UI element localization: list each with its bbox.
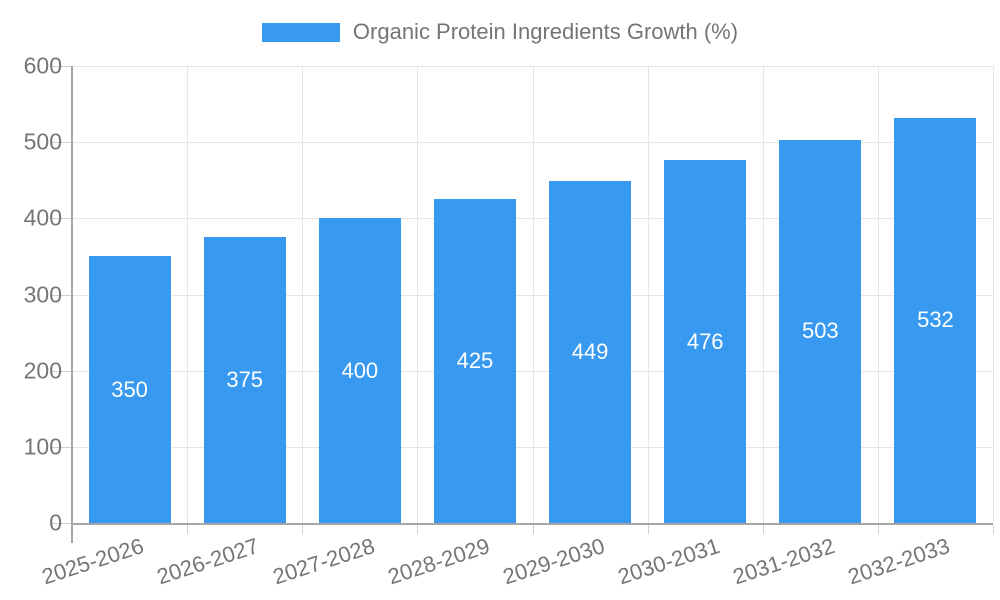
bar-value-label: 476 xyxy=(686,328,724,354)
x-gridline xyxy=(647,66,649,523)
x-gridline xyxy=(417,66,419,523)
x-axis-tick xyxy=(762,525,764,534)
bar-value-label: 503 xyxy=(801,318,839,344)
x-axis-tick xyxy=(647,525,649,534)
y-axis-tick xyxy=(52,523,72,524)
x-axis-label: 2026-2027 xyxy=(154,533,263,590)
bar-value-label: 350 xyxy=(111,376,148,402)
y-axis-tick xyxy=(52,218,72,220)
x-axis-label: 2030-2031 xyxy=(614,533,723,590)
y-axis-tick xyxy=(52,370,72,372)
x-axis-label: 2028-2029 xyxy=(384,533,493,590)
x-axis-label: 2032-2033 xyxy=(845,533,953,590)
bar[interactable]: 425 xyxy=(433,199,516,523)
x-gridline xyxy=(762,66,764,523)
y-axis-label: 400 xyxy=(23,204,62,231)
bar[interactable]: 350 xyxy=(88,256,171,523)
x-axis-tick xyxy=(993,525,994,534)
x-axis-label: 2031-2032 xyxy=(729,533,838,590)
plot-area: 350 375 400 425 449 476 503 532 xyxy=(72,66,994,523)
chart-legend[interactable]: Organic Protein Ingredients Growth (%) xyxy=(0,20,1000,44)
x-axis-label: 2027-2028 xyxy=(269,533,378,590)
legend-label: Organic Protein Ingredients Growth (%) xyxy=(352,19,739,44)
bar[interactable]: 400 xyxy=(318,218,401,523)
y-axis-tick xyxy=(52,294,72,296)
x-axis-label: 2029-2030 xyxy=(499,533,608,590)
x-gridline xyxy=(532,66,534,523)
x-axis-tick xyxy=(187,525,189,534)
legend-swatch xyxy=(261,22,340,42)
y-axis-label: 100 xyxy=(23,433,62,460)
bar-value-label: 449 xyxy=(571,339,609,364)
bar-value-label: 400 xyxy=(341,357,379,383)
x-axis-label: 2025-2026 xyxy=(39,533,147,590)
x-gridline xyxy=(993,66,994,523)
x-axis-line xyxy=(72,523,993,525)
bar-value-label: 532 xyxy=(917,307,954,333)
y-axis-label: 500 xyxy=(23,128,62,155)
x-axis-tick xyxy=(417,525,419,534)
x-axis-tick xyxy=(302,525,304,534)
y-axis-line xyxy=(71,66,73,543)
x-axis-tick xyxy=(532,525,534,534)
x-gridline xyxy=(877,66,879,523)
bar-value-label: 375 xyxy=(226,367,264,393)
y-axis-label: 600 xyxy=(23,52,62,79)
bar[interactable]: 503 xyxy=(779,139,862,523)
y-axis-label: 300 xyxy=(23,281,62,307)
x-gridline xyxy=(187,66,189,523)
y-axis-label: 0 xyxy=(49,509,62,536)
y-axis-label: 200 xyxy=(23,357,62,384)
bar[interactable]: 375 xyxy=(203,237,286,523)
bar[interactable]: 476 xyxy=(664,160,747,523)
x-gridline xyxy=(302,66,304,523)
y-axis-tick xyxy=(52,446,72,448)
bar[interactable]: 449 xyxy=(549,181,632,523)
bar-value-label: 425 xyxy=(456,348,494,374)
x-axis-tick xyxy=(877,525,879,534)
bar[interactable]: 532 xyxy=(894,117,977,523)
y-axis-tick xyxy=(52,66,72,67)
y-axis-tick xyxy=(52,142,72,144)
